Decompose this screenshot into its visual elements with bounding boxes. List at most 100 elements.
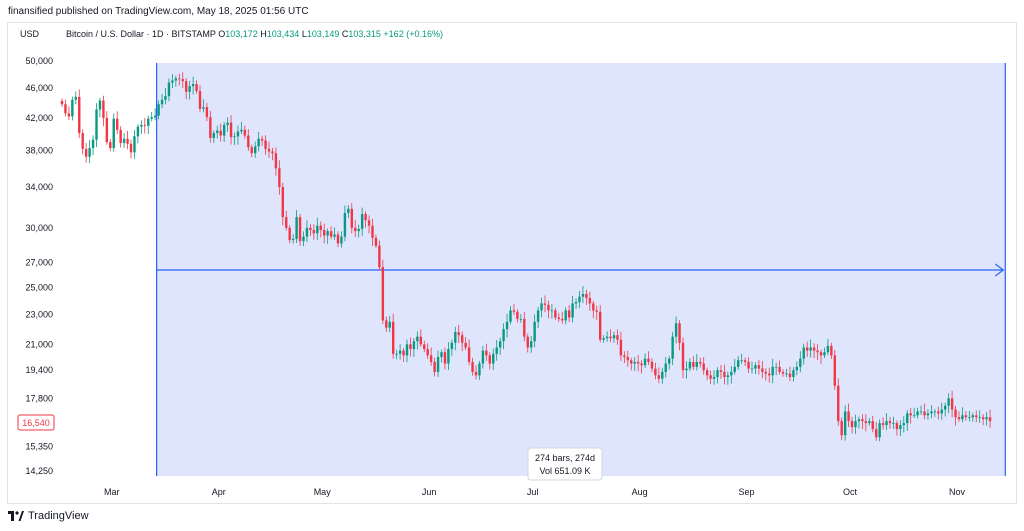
candle-body[interactable] [933, 411, 937, 413]
candle-body[interactable] [250, 147, 253, 154]
candle-body[interactable] [488, 355, 491, 364]
candle-body[interactable] [599, 311, 602, 340]
candle-body[interactable] [523, 318, 526, 337]
candle-body[interactable] [84, 148, 88, 157]
candle-body[interactable] [554, 310, 557, 318]
candle-body[interactable] [464, 342, 467, 348]
candle-body[interactable] [364, 213, 367, 221]
candle-body[interactable] [447, 349, 450, 364]
candle-body[interactable] [757, 365, 761, 369]
candle-body[interactable] [888, 421, 892, 424]
candle-body[interactable] [857, 419, 861, 422]
candle-body[interactable] [385, 320, 388, 328]
candle-body[interactable] [433, 361, 436, 372]
candle-body[interactable] [819, 352, 823, 356]
candle-body[interactable] [388, 321, 391, 328]
candle-body[interactable] [150, 117, 153, 119]
candle-body[interactable] [367, 220, 371, 226]
candle-body[interactable] [136, 126, 140, 137]
candle-body[interactable] [892, 423, 895, 424]
candle-body[interactable] [954, 409, 957, 418]
candle-body[interactable] [868, 421, 871, 424]
candle-body[interactable] [378, 245, 381, 268]
candle-body[interactable] [143, 125, 146, 126]
candle-body[interactable] [812, 347, 816, 351]
candle-body[interactable] [454, 332, 457, 343]
candle-body[interactable] [830, 345, 833, 356]
candle-body[interactable] [906, 413, 909, 424]
candle-body[interactable] [709, 375, 712, 379]
candle-body[interactable] [781, 371, 785, 374]
candle-body[interactable] [792, 370, 795, 378]
candle-body[interactable] [109, 142, 112, 149]
candle-body[interactable] [754, 365, 757, 369]
candle-body[interactable] [160, 99, 164, 105]
candle-body[interactable] [585, 293, 588, 299]
candle-body[interactable] [326, 231, 329, 236]
candle-body[interactable] [795, 366, 799, 371]
candle-body[interactable] [840, 421, 843, 436]
candle-body[interactable] [278, 168, 281, 187]
candle-body[interactable] [243, 129, 247, 136]
candle-body[interactable] [864, 421, 868, 424]
candle-body[interactable] [209, 117, 212, 138]
candle-body[interactable] [743, 360, 747, 362]
candle-body[interactable] [771, 366, 774, 376]
candle-body[interactable] [623, 355, 626, 358]
candle-body[interactable] [416, 336, 419, 342]
candle-body[interactable] [650, 361, 654, 369]
candle-body[interactable] [178, 78, 181, 80]
candle-body[interactable] [312, 230, 316, 234]
candle-body[interactable] [902, 423, 905, 426]
candle-body[interactable] [509, 310, 512, 322]
candle-body[interactable] [726, 375, 730, 378]
candle-body[interactable] [854, 421, 857, 428]
candle-body[interactable] [926, 413, 930, 416]
candle-body[interactable] [668, 358, 671, 364]
candle-body[interactable] [126, 138, 129, 144]
candle-body[interactable] [640, 363, 643, 366]
candle-body[interactable] [295, 217, 298, 239]
candle-body[interactable] [222, 125, 226, 136]
candle-body[interactable] [95, 109, 98, 140]
candle-body[interactable] [944, 405, 947, 410]
candle-body[interactable] [271, 151, 274, 154]
candle-body[interactable] [374, 237, 378, 246]
chart-frame[interactable]: 50,000 46,000 42,000 38,000 34,000 30,000 27,0… [7, 22, 1017, 504]
candle-body[interactable] [975, 415, 978, 418]
candle-body[interactable] [971, 415, 974, 418]
candle-body[interactable] [429, 355, 433, 362]
candle-body[interactable] [412, 341, 416, 350]
candle-body[interactable] [340, 236, 343, 244]
candle-body[interactable] [461, 335, 464, 343]
candle-body[interactable] [912, 415, 916, 417]
candle-body[interactable] [347, 208, 350, 213]
candle-body[interactable] [122, 138, 126, 143]
candle-body[interactable] [226, 122, 229, 126]
candle-body[interactable] [647, 358, 650, 362]
candle-body[interactable] [588, 298, 592, 304]
candle-body[interactable] [354, 227, 357, 232]
candle-body[interactable] [267, 148, 271, 152]
candle-body[interactable] [916, 411, 919, 416]
candle-body[interactable] [761, 368, 764, 372]
candle-body[interactable] [674, 323, 678, 337]
candle-body[interactable] [657, 375, 661, 379]
candle-body[interactable] [423, 344, 426, 350]
candle-body[interactable] [536, 310, 540, 322]
candle-body[interactable] [747, 361, 750, 369]
candle-body[interactable] [823, 352, 826, 356]
candle-body[interactable] [850, 421, 854, 428]
candle-body[interactable] [550, 310, 554, 312]
candle-body[interactable] [740, 360, 743, 362]
candle-body[interactable] [940, 409, 943, 414]
candle-body[interactable] [519, 318, 523, 320]
candle-body[interactable] [764, 371, 767, 374]
candle-body[interactable] [712, 377, 716, 379]
candle-body[interactable] [664, 363, 667, 372]
candle-body[interactable] [616, 335, 619, 340]
candle-body[interactable] [930, 411, 933, 414]
candle-body[interactable] [833, 355, 836, 386]
candle-body[interactable] [567, 310, 571, 318]
candle-body[interactable] [785, 373, 788, 375]
